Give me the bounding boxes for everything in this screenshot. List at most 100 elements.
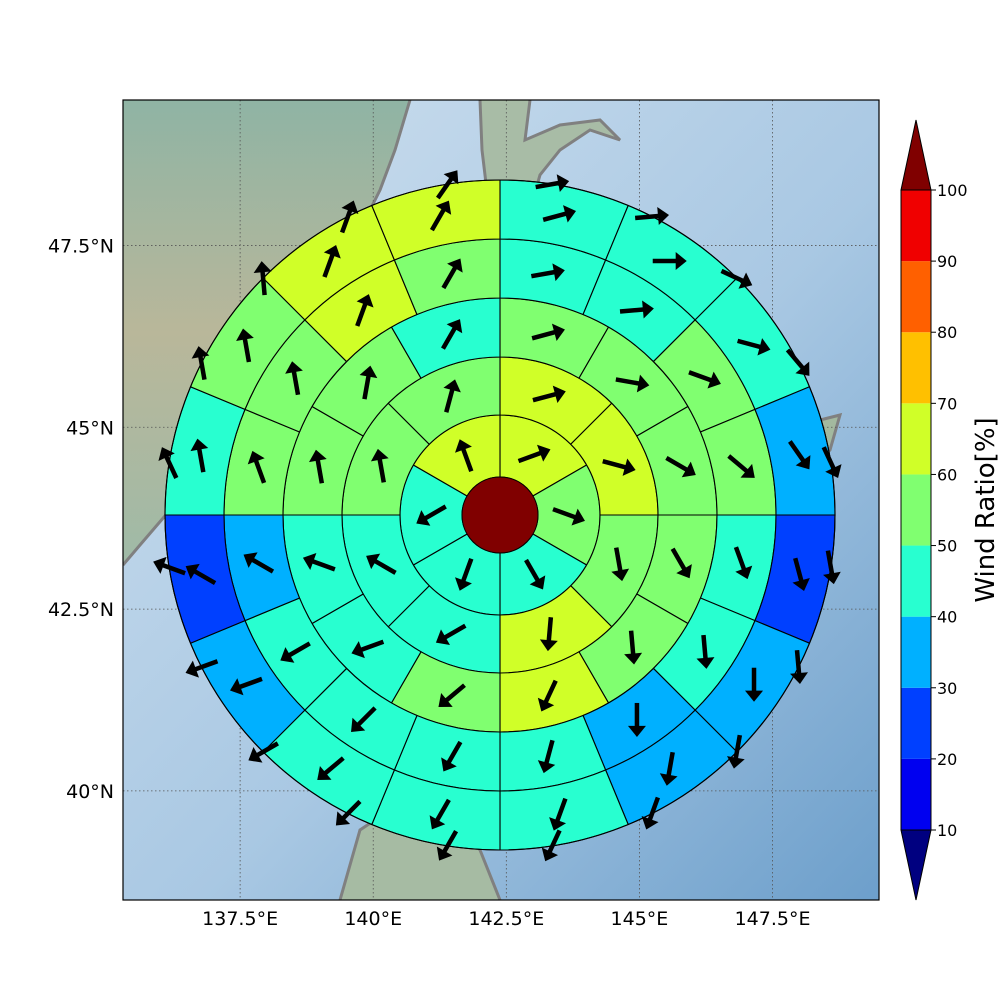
wind-arrow-shaft	[615, 377, 643, 387]
wind-arrow-shaft	[355, 300, 369, 327]
wind-arrow-head	[359, 365, 378, 379]
wind-arrow-shaft	[517, 449, 545, 464]
wind-arrow-shaft	[421, 504, 447, 522]
wind-arrow-head	[190, 438, 209, 452]
wind-arrow-head	[446, 319, 463, 334]
wind-arrow-head	[611, 568, 630, 582]
x-tick-label: 140°E	[344, 908, 402, 930]
wind-arrow-shaft	[285, 641, 311, 659]
wind-arrow-head	[247, 450, 265, 465]
wind-arrow-head	[740, 463, 755, 478]
wind-arrow-shaft	[252, 457, 267, 484]
colorbar-bin	[901, 403, 931, 475]
x-axis-ticks: 137.5°E 140°E 142.5°E 145°E 147.5°E	[202, 908, 810, 930]
wind-arrow-shaft	[546, 829, 562, 856]
wind-arrow-shaft	[357, 639, 385, 653]
wind-arrow-head	[624, 652, 643, 665]
x-tick-label: 147.5°E	[735, 908, 811, 930]
wind-arrow-shaft	[436, 175, 455, 200]
wind-arrow-shaft	[543, 739, 555, 767]
ring-sector	[180, 317, 230, 412]
colorbar-under-triangle	[900, 829, 932, 901]
wind-arrow-shaft	[371, 557, 397, 575]
wind-arrow-shaft	[670, 547, 688, 573]
wind-arrow-head	[795, 361, 810, 376]
wind-arrow-head	[537, 760, 556, 774]
wind-arrow-head	[447, 258, 463, 273]
wind-arrow-head	[563, 205, 577, 223]
wind-arrow-head	[248, 747, 263, 763]
wind-arrow-shaft	[530, 269, 558, 279]
wind-arrow-head	[435, 629, 450, 645]
wind-arrow-shaft	[737, 338, 764, 350]
wind-arrow-shaft	[733, 734, 743, 762]
wind-arrow-head	[790, 672, 808, 685]
wind-arrow-shaft	[733, 546, 748, 573]
wind-arrow-shaft	[315, 456, 325, 484]
wind-arrow-head	[455, 577, 472, 591]
wind-arrow-head	[191, 346, 210, 359]
wind-arrow-head	[323, 245, 341, 259]
wind-arrow-head	[302, 553, 317, 570]
wind-arrow-shaft	[309, 558, 336, 572]
colorbar-tick-label: 70	[937, 394, 957, 413]
wind-arrow-head	[537, 697, 555, 712]
colorbar-bin	[901, 758, 931, 830]
wind-arrow-head	[549, 817, 567, 831]
plot-frame	[122, 99, 880, 901]
wind-arrow-shaft	[197, 353, 207, 381]
colorbar: 10 20 30 40 50 60 70 80 90 100	[900, 119, 968, 901]
wind-arrow-head	[230, 678, 244, 696]
colorbar-tick-label: 20	[937, 750, 957, 769]
wind-arrow-shaft	[433, 798, 451, 824]
wind-arrow-head	[443, 379, 461, 393]
y-tick-label: 47.5°N	[48, 235, 114, 257]
wind-arrow-head	[370, 448, 389, 462]
wind-arrow-shaft	[321, 756, 345, 777]
wind-arrow-head	[675, 251, 687, 270]
wind-arrow-shaft	[354, 706, 377, 729]
wind-arrow-head	[825, 464, 842, 479]
wind-arrow-head	[552, 385, 566, 403]
wind-arrow-head	[696, 657, 715, 669]
wind-arrow-head	[351, 717, 366, 732]
center-disk	[461, 476, 539, 554]
wind-arrow-head	[455, 439, 472, 453]
wind-arrow-head	[541, 847, 559, 862]
wind-arrow-head	[571, 508, 585, 526]
wind-arrow-head	[335, 811, 351, 826]
wind-arrow-head	[441, 757, 457, 772]
wind-arrow-shaft	[701, 634, 709, 662]
wind-arrow-shaft	[552, 507, 579, 521]
colorbar-tick-label: 60	[937, 465, 957, 484]
wind-arrow-shaft	[441, 623, 467, 641]
wind-arrow-head	[285, 361, 303, 374]
wind-arrow-shaft	[825, 550, 835, 578]
wind-arrow-shaft	[445, 740, 463, 766]
wind-arrow-shaft	[634, 213, 662, 221]
colorbar-tick-label: 100	[937, 181, 968, 200]
ring-sector	[302, 785, 397, 835]
wind-arrow-shaft	[429, 206, 448, 232]
y-tick-label: 40°N	[66, 781, 114, 803]
wind-arrow-shaft	[339, 799, 362, 822]
wind-arrow-head	[436, 846, 453, 861]
wind-arrow-head	[552, 263, 565, 282]
wind-arrow-shaft	[785, 348, 807, 372]
wind-arrow-head	[529, 575, 546, 590]
y-tick-label: 45°N	[66, 417, 114, 439]
wind-arrow-shaft	[794, 649, 802, 677]
wind-arrow-head	[537, 444, 551, 462]
wind-arrow-shaft	[442, 683, 466, 704]
ring-sector	[770, 618, 820, 713]
wind-arrow-head	[795, 455, 811, 470]
colorbar-frame	[900, 189, 932, 831]
x-tick-label: 137.5°E	[202, 908, 278, 930]
wind-arrow-head	[551, 323, 565, 342]
wind-arrow-head	[317, 765, 332, 780]
wind-arrow-head	[243, 552, 258, 568]
wind-arrow-shaft	[546, 617, 554, 644]
wind-arrow-head	[745, 690, 764, 702]
wind-arrow-shaft	[788, 440, 807, 465]
wind-arrow-head	[280, 647, 295, 663]
